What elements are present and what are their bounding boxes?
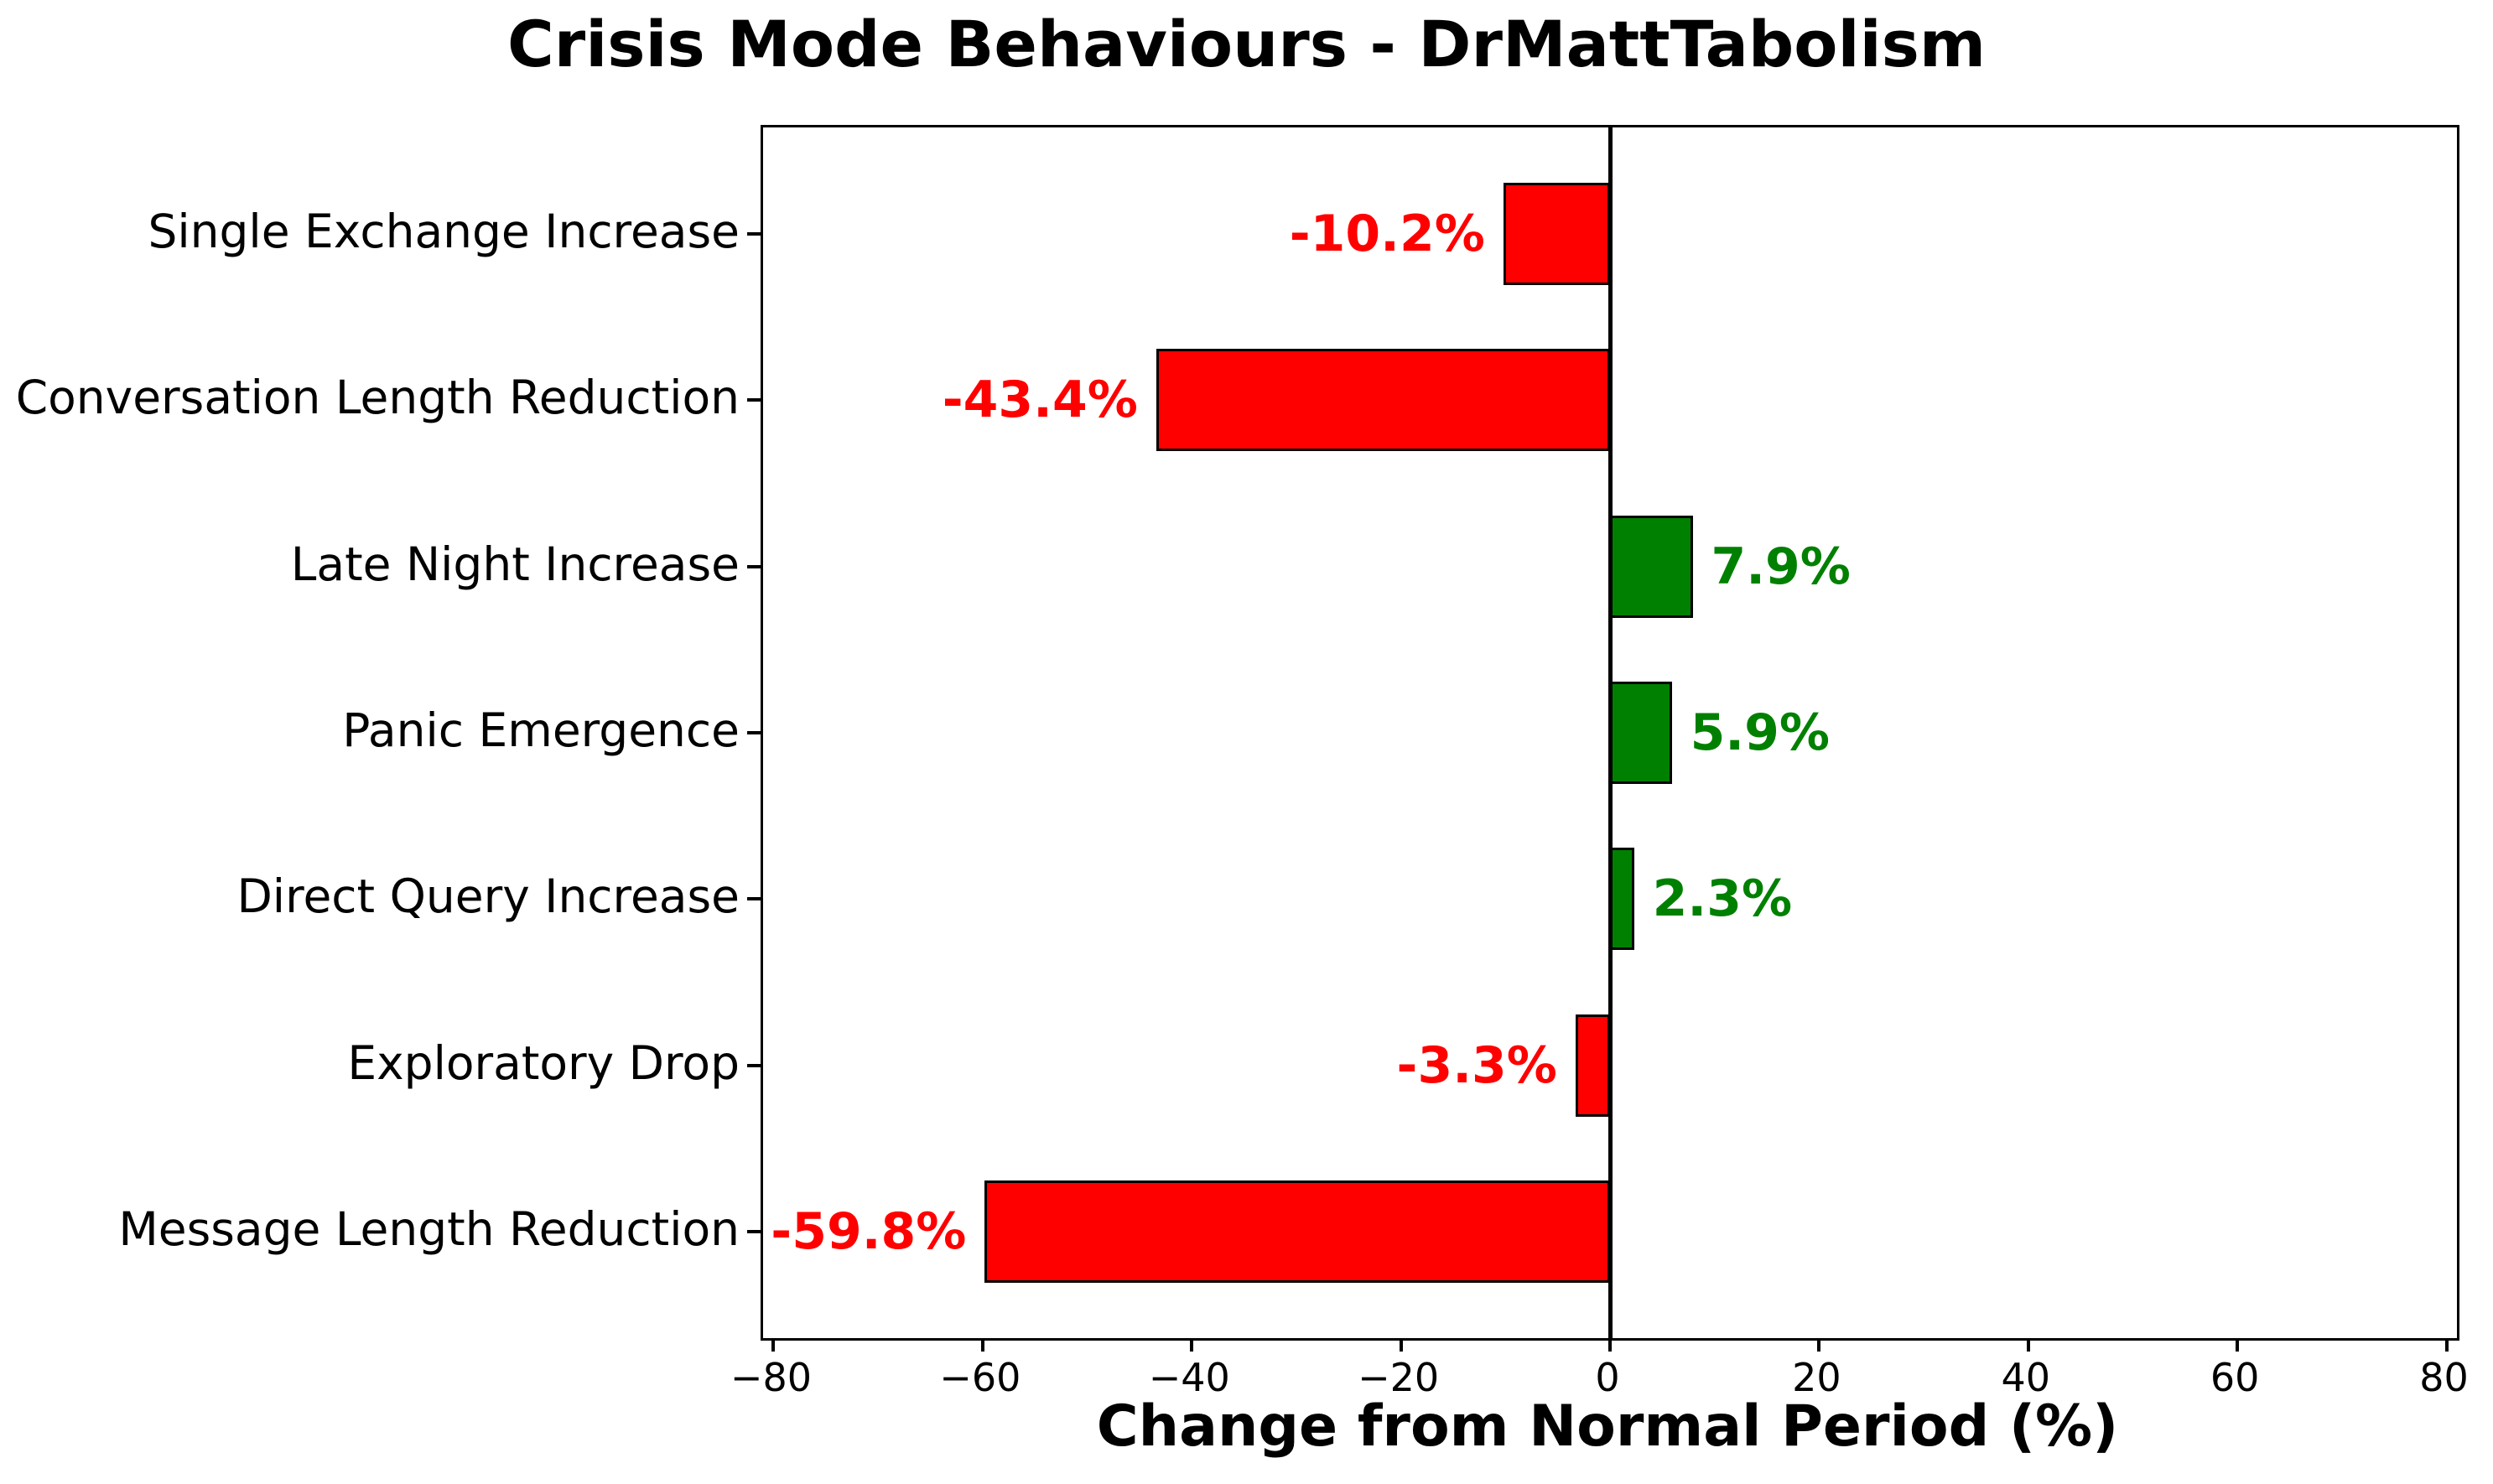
- category-label: Panic Emergence: [342, 703, 740, 757]
- x-tick: [2236, 1338, 2240, 1352]
- x-tick-label: −20: [1358, 1355, 1440, 1400]
- category-label: Direct Query Increase: [236, 869, 740, 924]
- y-tick: [747, 897, 761, 901]
- zero-axis-line: [1607, 127, 1613, 1338]
- bar-value-label: 7.9%: [1711, 537, 1851, 596]
- bar-value-label: -59.8%: [771, 1201, 967, 1261]
- x-tick: [2026, 1338, 2030, 1352]
- bar: [1503, 183, 1610, 285]
- x-tick-label: −40: [1148, 1355, 1230, 1400]
- bar-value-label: 2.3%: [1652, 869, 1793, 929]
- x-tick: [1608, 1338, 1612, 1352]
- category-label: Conversation Length Reduction: [15, 371, 740, 425]
- x-tick-label: 80: [2419, 1355, 2469, 1400]
- y-tick: [747, 1229, 761, 1233]
- y-tick: [747, 232, 761, 236]
- bar: [1610, 515, 1693, 618]
- category-label: Exploratory Drop: [347, 1035, 740, 1090]
- bar-value-label: -10.2%: [1289, 205, 1485, 263]
- bar-value-label: 5.9%: [1690, 703, 1830, 762]
- x-tick: [1399, 1338, 1403, 1352]
- plot-area: -10.2% -43.4% 7.9% 5.9% 2.3% -3.3% -59.8%: [747, 125, 2459, 1352]
- x-tick-label: 0: [1595, 1355, 1620, 1400]
- y-tick: [747, 1063, 761, 1067]
- bar: [1156, 349, 1610, 452]
- bar: [1610, 848, 1634, 951]
- chart-title: Crisis Mode Behaviours - DrMattTabolism: [506, 7, 1987, 81]
- bar-value-label: -3.3%: [1396, 1035, 1557, 1095]
- x-tick-label: 20: [1792, 1355, 1841, 1400]
- bar-value-label: -43.4%: [942, 371, 1138, 430]
- x-tick: [980, 1338, 984, 1352]
- x-tick-label: 40: [2001, 1355, 2051, 1400]
- bar: [984, 1180, 1610, 1283]
- category-label: Single Exchange Increase: [148, 205, 740, 258]
- bar: [1610, 681, 1672, 784]
- category-label: Late Night Increase: [290, 537, 740, 591]
- y-tick: [747, 398, 761, 402]
- x-axis-label: Change from Normal Period (%): [1096, 1393, 2119, 1460]
- y-tick: [747, 564, 761, 568]
- x-tick: [2444, 1338, 2449, 1352]
- x-tick: [1190, 1338, 1194, 1352]
- x-tick: [771, 1338, 776, 1352]
- x-tick-label: −80: [730, 1355, 813, 1400]
- bar: [1575, 1014, 1610, 1117]
- x-tick: [1817, 1338, 1821, 1352]
- x-tick-label: 60: [2210, 1355, 2260, 1400]
- category-label: Message Length Reduction: [118, 1201, 740, 1256]
- x-tick-label: −60: [939, 1355, 1021, 1400]
- y-tick: [747, 730, 761, 734]
